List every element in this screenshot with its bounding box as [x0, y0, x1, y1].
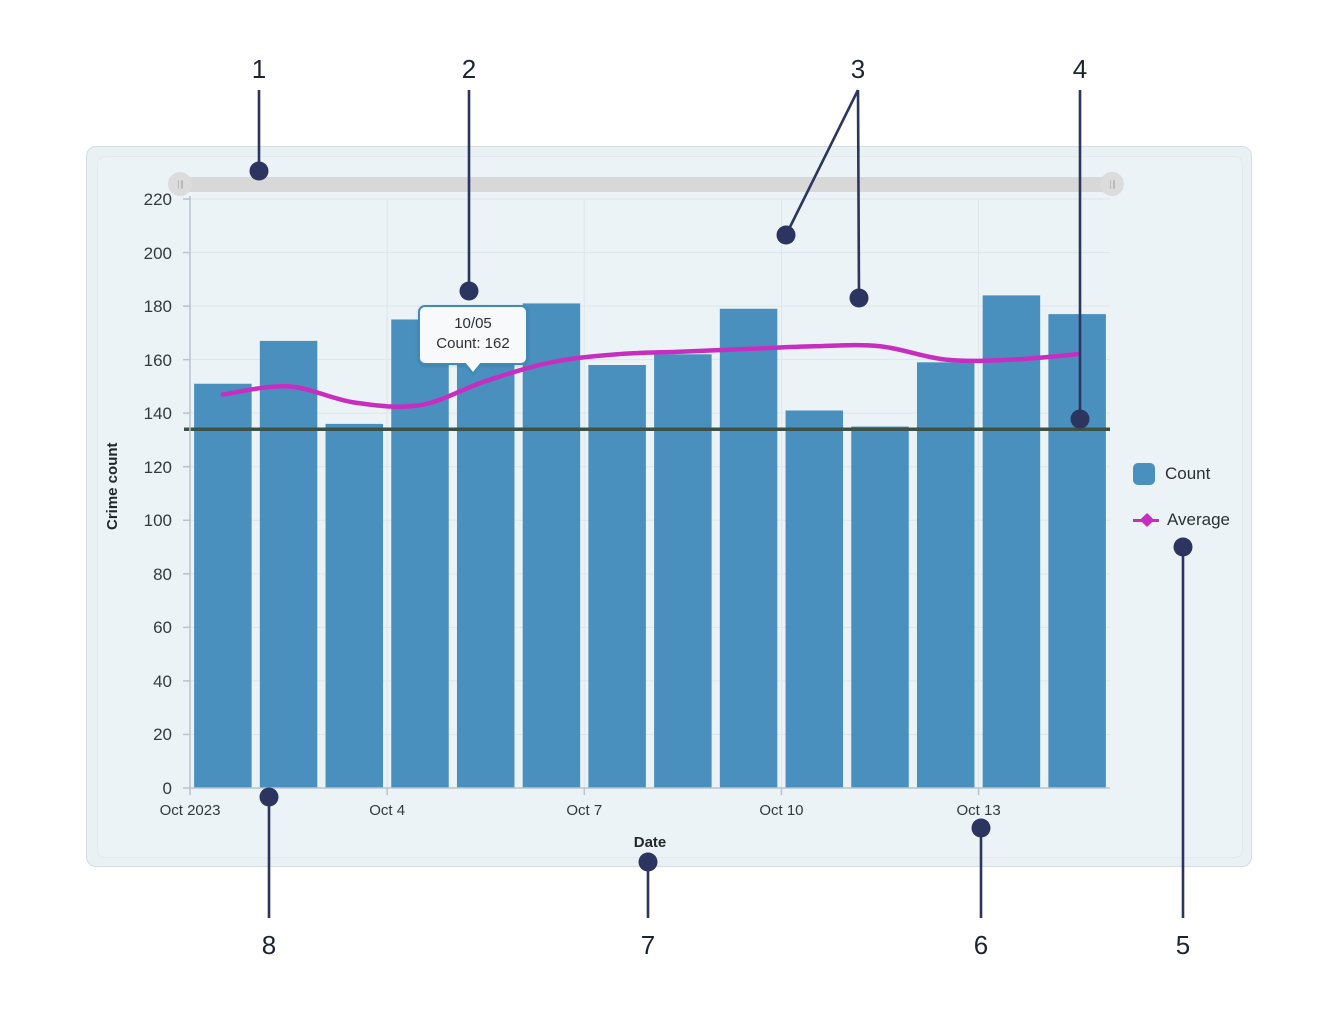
callout-number: 2 [461, 54, 477, 84]
y-axis-tick-label: 160 [143, 350, 172, 370]
range-slider[interactable] [168, 172, 1124, 196]
x-axis-tick-label: Oct 7 [566, 802, 603, 819]
range-slider-track[interactable] [180, 177, 1112, 192]
y-axis-tick-label: 0 [162, 779, 172, 798]
legend-square-icon [1133, 463, 1155, 485]
tooltip-date: 10/05 [454, 315, 492, 332]
legend-label: Count [1165, 464, 1211, 483]
y-axis-tick-label: 220 [143, 190, 172, 209]
legend-line-diamond-icon [1133, 509, 1159, 531]
x-axis-tick-label: Oct 13 [956, 802, 1001, 819]
legend-item-count[interactable]: Count [1133, 459, 1230, 489]
grip-handle-icon [177, 179, 179, 189]
data-point-tooltip: 10/05 Count: 162 [418, 305, 528, 376]
y-axis-tick-label: 200 [143, 243, 172, 263]
callout-number: 4 [1072, 54, 1088, 84]
callout-number: 7 [640, 930, 656, 960]
callout-number: 1 [251, 54, 267, 84]
chart-panel-inner [97, 156, 1243, 858]
x-axis-tick-label: Oct 4 [369, 802, 406, 819]
tooltip-count: Count: 162 [436, 335, 510, 353]
callout-number: 6 [973, 930, 989, 960]
grip-handle-icon [181, 179, 183, 189]
y-axis-tick-label: 80 [153, 564, 172, 584]
x-axis-title: Date [633, 834, 667, 851]
range-slider-right-handle[interactable] [1100, 172, 1124, 196]
y-axis-tick-label: 180 [143, 297, 172, 317]
grip-handle-icon [1113, 179, 1115, 189]
x-axis-tick-label: Oct 2023 [159, 802, 221, 819]
chart-legend: Count Average [1133, 459, 1230, 551]
callout-number: 5 [1175, 930, 1191, 960]
y-axis-tick-label: 60 [153, 618, 172, 638]
legend-label: Average [1167, 510, 1231, 529]
y-axis-tick-label: 120 [143, 457, 172, 477]
y-axis-title: Crime count [104, 442, 121, 530]
tooltip-arrow-inner [465, 361, 481, 372]
x-axis-tick-label: Oct 10 [759, 802, 804, 819]
range-slider-left-handle[interactable] [168, 172, 192, 196]
y-axis-tick-label: 20 [153, 725, 172, 745]
callout-number: 8 [261, 930, 277, 960]
y-axis-tick-label: 140 [143, 404, 172, 424]
legend-item-average[interactable]: Average [1133, 505, 1230, 535]
y-axis-tick-label: 100 [143, 511, 172, 531]
y-axis-tick-label: 40 [153, 671, 172, 691]
callout-number: 3 [850, 54, 866, 84]
grip-handle-icon [1109, 179, 1111, 189]
